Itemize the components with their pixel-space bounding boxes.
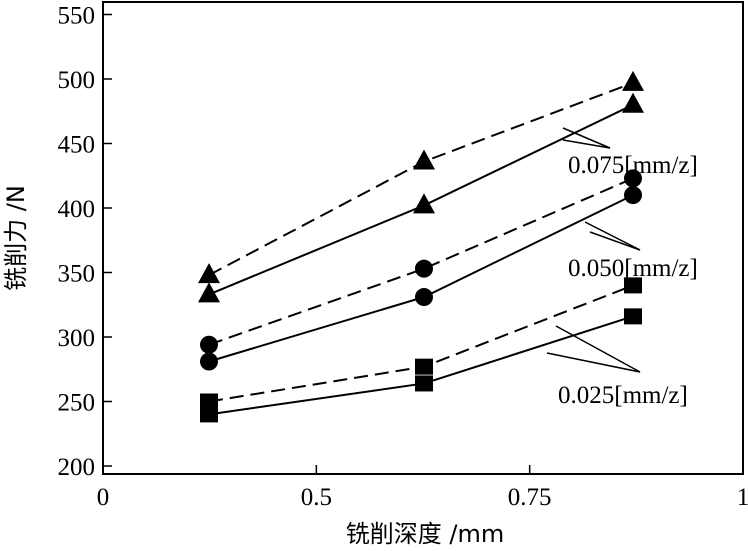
y-tick-label: 500	[58, 67, 96, 94]
data-point-2-2	[624, 169, 642, 188]
leader-line	[589, 231, 641, 251]
annotation-0050: 0.050[mm/z]	[568, 255, 698, 282]
leader-line	[546, 352, 641, 373]
y-tick-label: 350	[58, 261, 96, 288]
y-tick-label: 450	[58, 132, 96, 159]
data-point-0-2	[622, 70, 644, 91]
y-tick-label: 550	[58, 3, 96, 30]
leader-line	[562, 127, 611, 149]
y-tick-label: 250	[58, 390, 96, 417]
y-tick-label: 300	[58, 325, 96, 352]
leader-line	[584, 221, 641, 251]
x-tick-label: 0.5	[301, 484, 332, 511]
annotation-0025: 0.025[mm/z]	[558, 382, 688, 409]
data-point-5-2	[624, 308, 642, 325]
data-point-3-1	[415, 288, 433, 307]
data-point-3-0	[200, 352, 218, 371]
x-tick-label: 1	[737, 484, 748, 511]
leader-line	[555, 325, 641, 373]
plot-frame	[102, 1, 744, 475]
data-point-5-0	[200, 406, 218, 423]
data-point-2-1	[415, 259, 433, 278]
y-tick-label: 400	[58, 196, 96, 223]
x-tick-label: 0.75	[508, 484, 552, 511]
x-tick-label: 0	[97, 484, 110, 511]
data-point-2-0	[200, 335, 218, 354]
data-point-0-0	[198, 263, 220, 284]
series-line-2	[208, 177, 634, 346]
data-point-4-2	[624, 277, 642, 294]
annotation-0075: 0.075[mm/z]	[568, 152, 698, 179]
y-tick-label: 200	[58, 454, 96, 481]
leader-line	[562, 139, 611, 149]
annotation-leader-lines	[546, 127, 641, 373]
x-axis-title: 铣削深度 /mm	[346, 520, 504, 548]
data-point-5-1	[415, 375, 433, 392]
data-point-1-1	[413, 193, 435, 214]
data-point-4-0	[200, 393, 218, 410]
data-point-1-2	[622, 92, 644, 113]
data-point-0-1	[413, 149, 435, 170]
data-point-3-2	[624, 186, 642, 205]
y-axis-title: 铣削力 /N	[2, 185, 30, 291]
data-point-4-1	[415, 358, 433, 375]
series-markers	[198, 70, 644, 423]
ticks: 200 250 300 350 400 450 500 550 0 0.5 0.75 1	[58, 3, 748, 512]
data-point-1-0	[198, 282, 220, 303]
